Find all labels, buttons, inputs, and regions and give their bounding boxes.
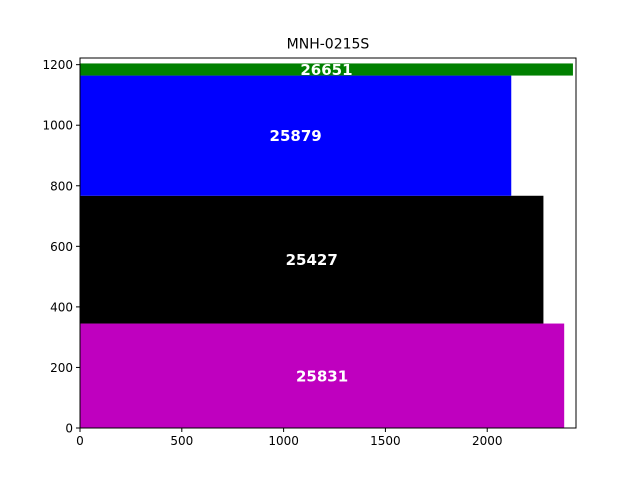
x-tick-label-0: 0: [76, 434, 84, 448]
bar-label-25879: 25879: [270, 127, 322, 145]
bar-label-25831: 25831: [296, 367, 348, 385]
x-tick-label-500: 500: [170, 434, 193, 448]
y-tick-label-800: 800: [50, 179, 73, 193]
y-tick-label-200: 200: [50, 361, 73, 375]
x-tick-label-1500: 1500: [370, 434, 401, 448]
y-tick-label-0: 0: [65, 422, 73, 436]
x-tick-label-1000: 1000: [268, 434, 299, 448]
chart-title: MNH-0215S: [287, 37, 370, 53]
y-tick-label-600: 600: [50, 240, 73, 254]
y-tick-label-400: 400: [50, 300, 73, 314]
x-tick-label-2000: 2000: [472, 434, 503, 448]
bar-25427: [80, 195, 544, 324]
y-tick-label-1000: 1000: [42, 119, 73, 133]
bar-26651: [80, 63, 573, 76]
y-tick-label-1200: 1200: [42, 58, 73, 72]
plot-frame: [79, 57, 577, 429]
bar-label-26651: 26651: [300, 61, 352, 79]
bar-25879: [80, 75, 512, 196]
bar-label-25427: 25427: [286, 251, 338, 269]
bar-25831: [80, 323, 565, 428]
